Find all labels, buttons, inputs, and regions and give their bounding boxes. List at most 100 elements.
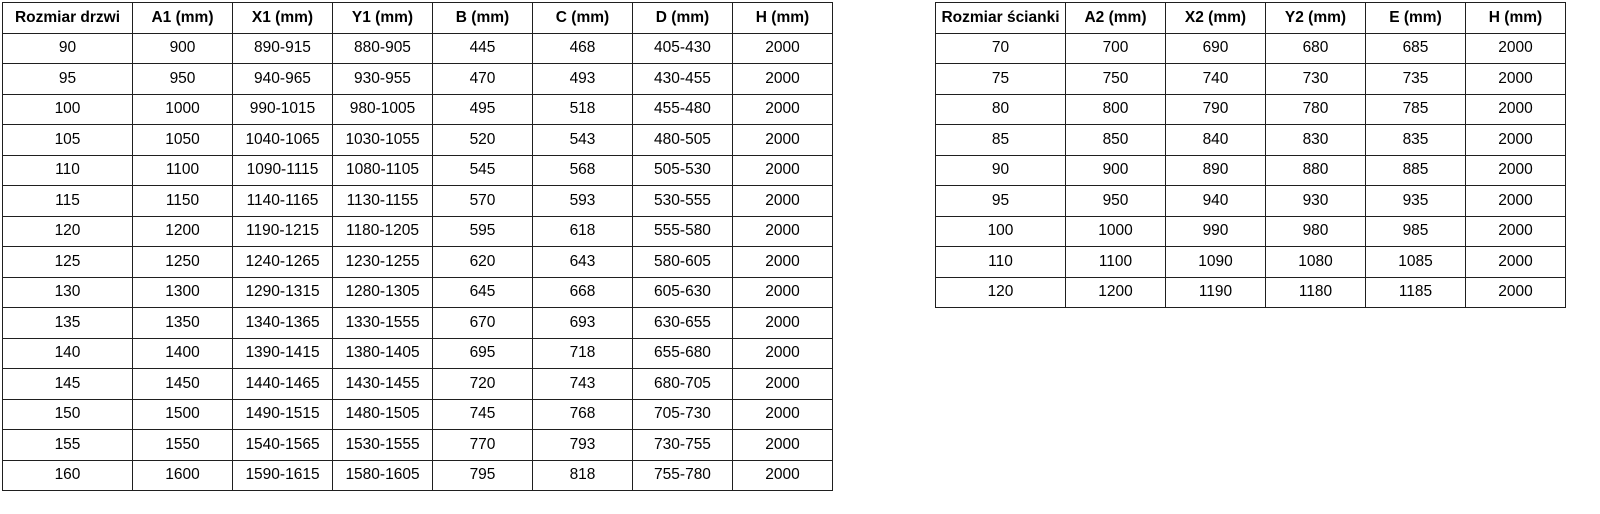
table-cell: 2000 (1465, 63, 1566, 95)
table-cell: 1600 (132, 459, 233, 491)
table-cell: 1130-1155 (332, 185, 433, 217)
table-cell: 850 (1065, 124, 1166, 156)
table-row: 110 1100 1090-1115 1080-1105 545 568 505-530 20… (2, 154, 833, 186)
table-cell: 125 (2, 246, 133, 278)
table-cell: 155 (2, 429, 133, 461)
table-cell: 530-555 (632, 185, 733, 217)
table-cell: 543 (532, 124, 633, 156)
table-cell: 120 (2, 215, 133, 247)
table-cell: 520 (432, 124, 533, 156)
table-cell: 2000 (1465, 185, 1566, 217)
table-cell: 930 (1265, 185, 1366, 217)
table-row: 125 1250 1240-1265 1230-1255 620 643 580-605 20… (2, 246, 833, 278)
column-header: A1 (mm) (132, 2, 233, 34)
table-cell: 568 (532, 154, 633, 186)
table-cell: 680-705 (632, 368, 733, 400)
table-row: 120 1200 1190 1180 1185 2000 (935, 276, 1566, 308)
table-cell: 1400 (132, 337, 233, 369)
table-cell: 2000 (732, 368, 833, 400)
table-cell: 580-605 (632, 246, 733, 278)
table-cell: 743 (532, 368, 633, 400)
table-cell: 555-580 (632, 215, 733, 247)
table-cell: 430-455 (632, 63, 733, 95)
table-cell: 1030-1055 (332, 124, 433, 156)
table-cell: 1200 (1065, 276, 1166, 308)
door-table-body: 90 900 890-915 880-905 445 468 405-430 2000 95 95… (2, 32, 833, 491)
table-cell: 2000 (1465, 246, 1566, 278)
table-cell: 1450 (132, 368, 233, 400)
table-cell: 95 (2, 63, 133, 95)
table-cell: 90 (935, 154, 1066, 186)
table-cell: 1185 (1365, 276, 1466, 308)
column-header: E (mm) (1365, 2, 1466, 34)
table-cell: 980 (1265, 215, 1366, 247)
table-cell: 1100 (1065, 246, 1166, 278)
table-cell: 1500 (132, 398, 233, 430)
table-cell: 793 (532, 429, 633, 461)
table-row: 70 700 690 680 685 2000 (935, 32, 1566, 64)
table-row: 85 850 840 830 835 2000 (935, 124, 1566, 156)
table-cell: 668 (532, 276, 633, 308)
table-row: 155 1550 1540-1565 1530-1555 770 793 730-755 20… (2, 429, 833, 461)
table-row: 90 900 890 880 885 2000 (935, 154, 1566, 186)
table-cell: 1190-1215 (232, 215, 333, 247)
table-cell: 655-680 (632, 337, 733, 369)
table-cell: 105 (2, 124, 133, 156)
table-cell: 1050 (132, 124, 233, 156)
table-row: 100 1000 990 980 985 2000 (935, 215, 1566, 247)
table-cell: 2000 (732, 398, 833, 430)
table-row: 115 1150 1140-1165 1130-1155 570 593 530-555 20… (2, 185, 833, 217)
table-cell: 518 (532, 93, 633, 125)
table-cell: 2000 (732, 185, 833, 217)
table-row: 80 800 790 780 785 2000 (935, 93, 1566, 125)
table-cell: 750 (1065, 63, 1166, 95)
table-cell: 880-905 (332, 32, 433, 64)
table-cell: 890-915 (232, 32, 333, 64)
column-header: H (mm) (732, 2, 833, 34)
table-cell: 130 (2, 276, 133, 308)
table-cell: 900 (1065, 154, 1166, 186)
table-row: 90 900 890-915 880-905 445 468 405-430 2000 (2, 32, 833, 64)
table-cell: 2000 (1465, 124, 1566, 156)
table-cell: 740 (1165, 63, 1266, 95)
table-cell: 818 (532, 459, 633, 491)
table-cell: 1530-1555 (332, 429, 433, 461)
table-cell: 1040-1065 (232, 124, 333, 156)
table-row: 160 1600 1590-1615 1580-1605 795 818 755-780 20… (2, 459, 833, 491)
table-cell: 1000 (132, 93, 233, 125)
table-cell: 100 (935, 215, 1066, 247)
table-cell: 1000 (1065, 215, 1166, 247)
table-cell: 140 (2, 337, 133, 369)
table-row: 130 1300 1290-1315 1280-1305 645 668 605-630 20… (2, 276, 833, 308)
table-cell: 745 (432, 398, 533, 430)
table-row: 145 1450 1440-1465 1430-1455 720 743 680-705 20… (2, 368, 833, 400)
table-cell: 1080-1105 (332, 154, 433, 186)
table-cell: 685 (1365, 32, 1466, 64)
table-cell: 780 (1265, 93, 1366, 125)
table-cell: 505-530 (632, 154, 733, 186)
table-cell: 150 (2, 398, 133, 430)
header-row: Rozmiar drzwi A1 (mm) X1 (mm) Y1 (mm) B (mm)… (2, 2, 833, 34)
table-cell: 2000 (1465, 215, 1566, 247)
column-header: D (mm) (632, 2, 733, 34)
column-header: H (mm) (1465, 2, 1566, 34)
table-cell: 680 (1265, 32, 1366, 64)
table-row: 75 750 740 730 735 2000 (935, 63, 1566, 95)
table-cell: 145 (2, 368, 133, 400)
table-row: 150 1500 1490-1515 1480-1505 745 768 705-730 20… (2, 398, 833, 430)
table-cell: 770 (432, 429, 533, 461)
table-cell: 1350 (132, 307, 233, 339)
table-cell: 405-430 (632, 32, 733, 64)
table-cell: 795 (432, 459, 533, 491)
table-cell: 1550 (132, 429, 233, 461)
table-cell: 445 (432, 32, 533, 64)
table-row: 140 1400 1390-1415 1380-1405 695 718 655-680 20… (2, 337, 833, 369)
table-cell: 1180 (1265, 276, 1366, 308)
table-cell: 730 (1265, 63, 1366, 95)
table-cell: 620 (432, 246, 533, 278)
table-cell: 950 (1065, 185, 1166, 217)
table-cell: 835 (1365, 124, 1466, 156)
table-cell: 900 (132, 32, 233, 64)
column-header: A2 (mm) (1065, 2, 1166, 34)
column-header: X1 (mm) (232, 2, 333, 34)
